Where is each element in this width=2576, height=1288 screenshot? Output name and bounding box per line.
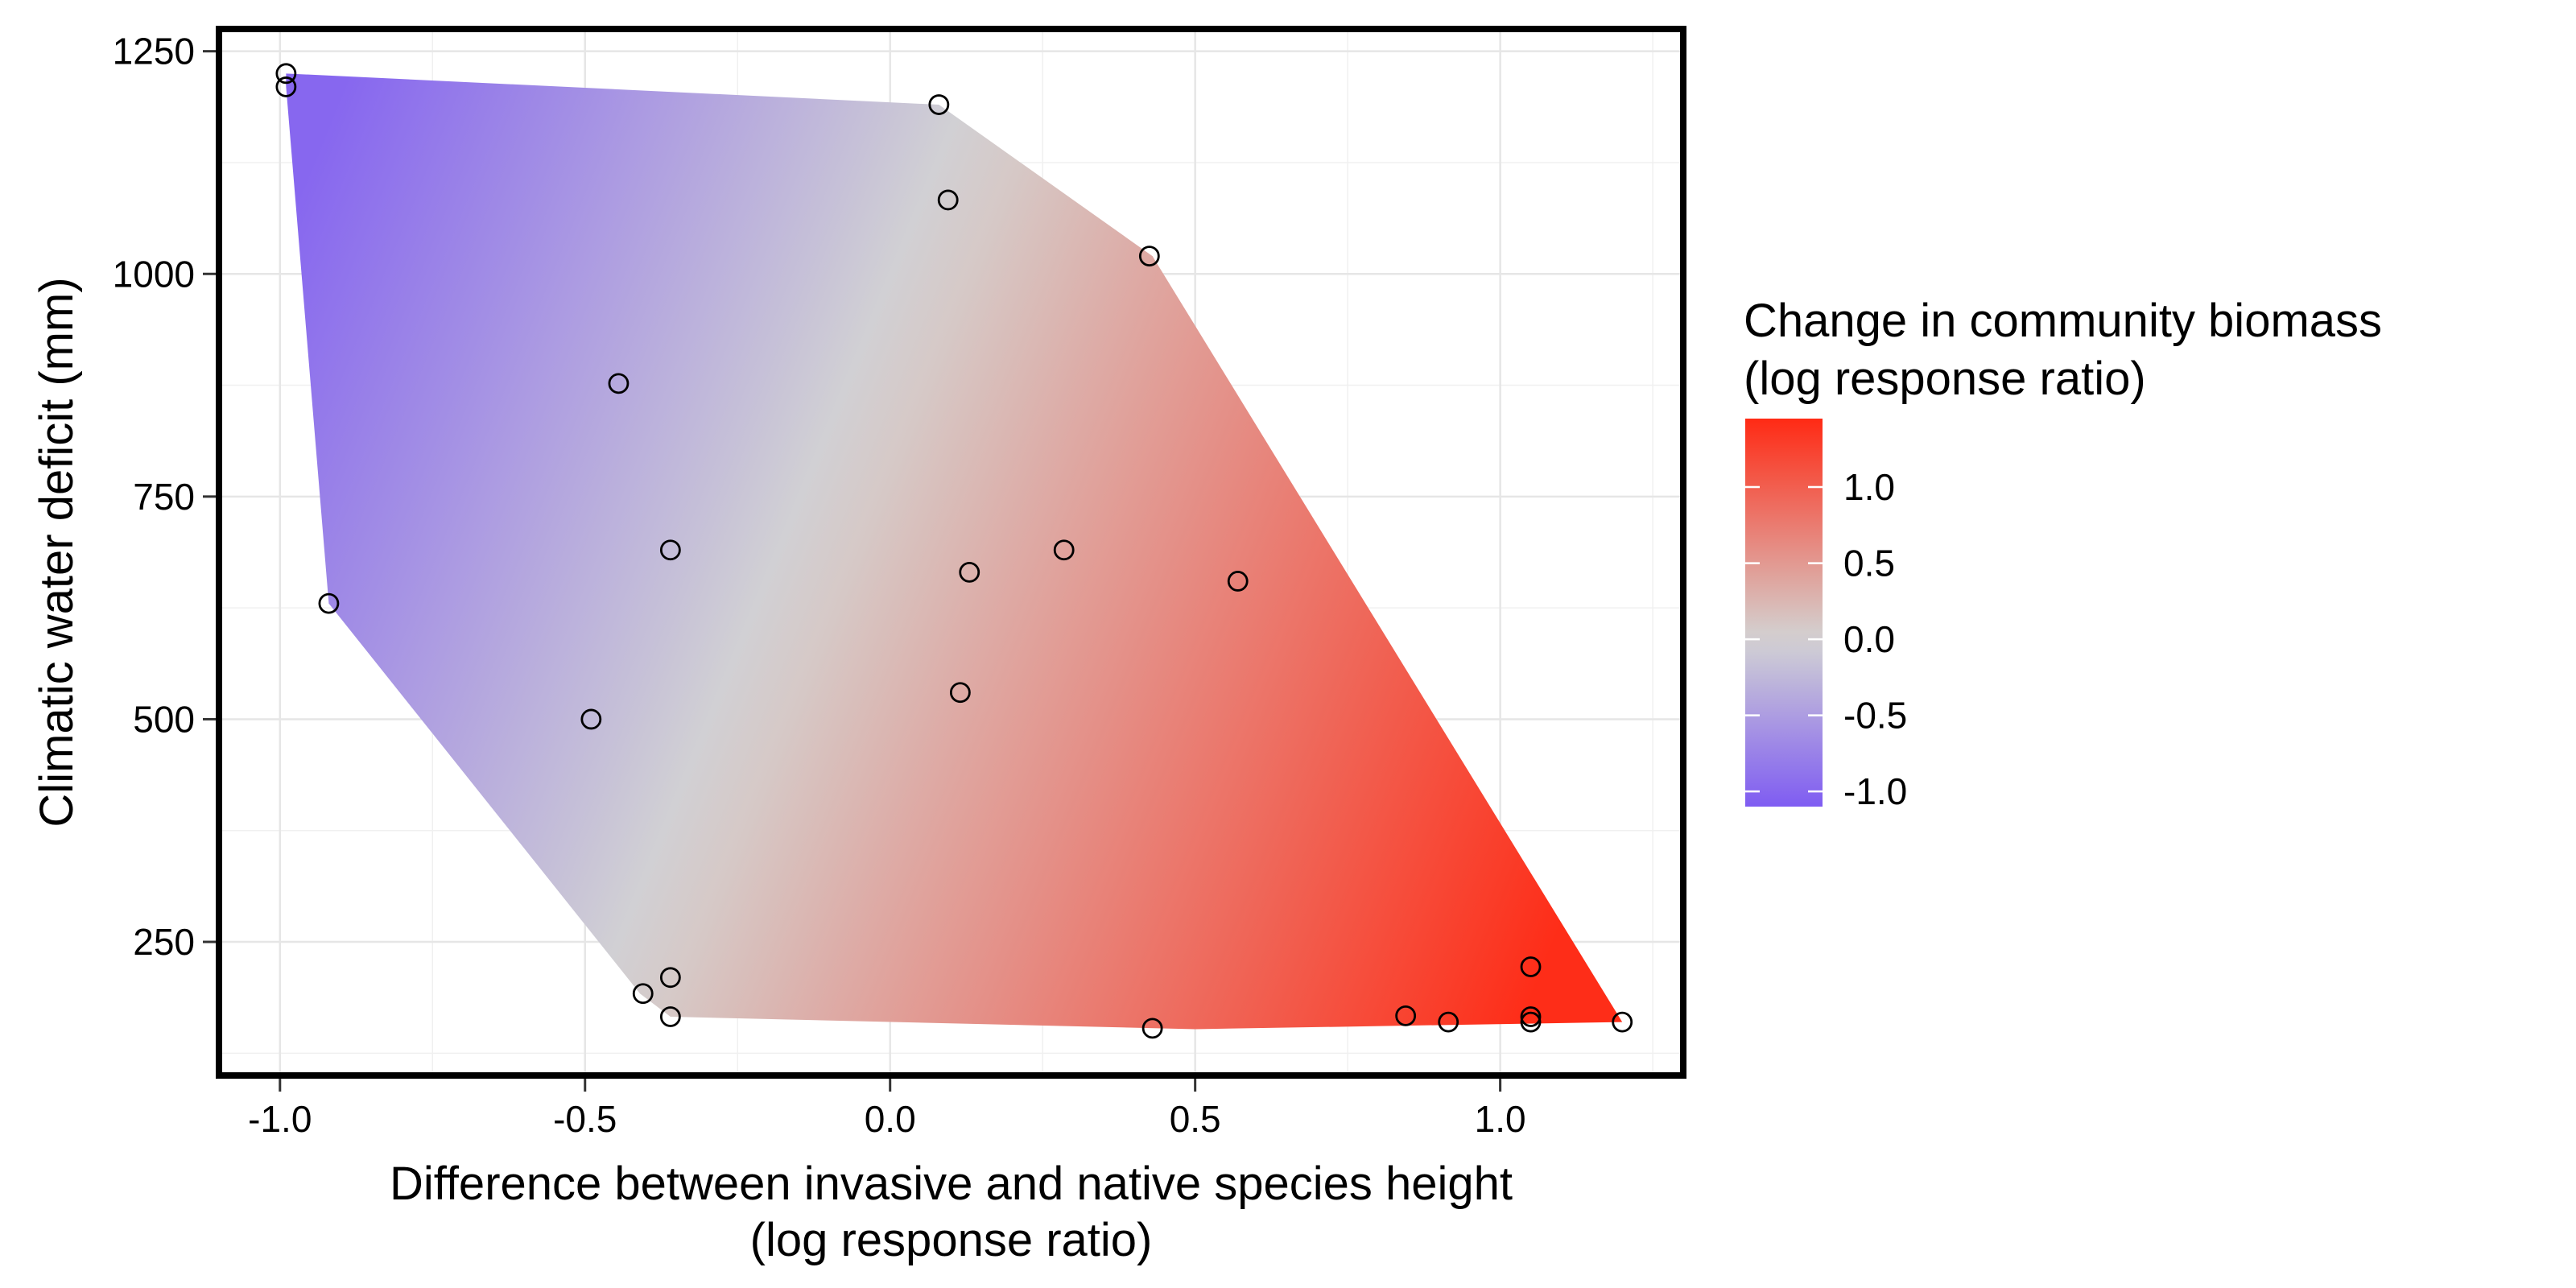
y-tick-label: 750 [133,476,195,518]
interpolated-surface [286,73,1623,1030]
data-point [275,76,297,97]
plot-panel-border [216,26,1686,1079]
y-tick-label: 1250 [113,31,195,72]
data-point [1053,539,1075,561]
y-axis: 250 500 750 1000 1250 [113,31,216,963]
y-tick-label: 1000 [113,253,195,295]
colorbar-tick-label: -1.0 [1843,770,1907,812]
x-axis-title: Difference between invasive and native s… [390,1158,1513,1266]
x-tick-label: 1.0 [1475,1098,1526,1140]
data-point [275,63,297,85]
data-point [1227,571,1249,592]
colorbar [1745,419,1823,807]
data-point [949,682,971,704]
colorbar-tick-label: -0.5 [1843,695,1907,737]
data-point [659,539,681,561]
data-point [1520,956,1542,977]
data-point [937,189,959,211]
data-point [1138,246,1160,267]
y-axis-title-text: Climatic water deficit (mm) [31,277,83,827]
y-tick-label: 500 [133,698,195,740]
data-point [959,561,980,583]
data-point [1520,1006,1542,1027]
x-tick-label: 0.0 [865,1098,916,1140]
x-tick-label: -1.0 [248,1098,312,1140]
y-tick-label: 250 [133,921,195,963]
data-point [659,1006,681,1027]
points [275,63,1633,1039]
data-point [318,592,340,614]
colorbar-tick-label: 0.0 [1843,618,1895,660]
data-point [1141,1018,1163,1039]
data-point [1520,1011,1542,1033]
data-point [928,94,950,115]
data-point [659,967,681,989]
data-point [608,373,630,394]
legend-title-line: (log response ratio) [1744,353,2146,405]
colorbar-tick-label: 0.5 [1843,543,1895,584]
data-point [632,983,654,1005]
data-point [1395,1005,1417,1026]
y-axis-title: Climatic water deficit (mm) [31,277,83,827]
x-axis: -1.0 -0.5 0.0 0.5 1.0 [248,1079,1526,1140]
x-axis-title-line: Difference between invasive and native s… [390,1158,1513,1210]
data-point [1612,1011,1633,1033]
colorbar-tick-label: 1.0 [1843,466,1895,508]
data-point [1438,1011,1459,1033]
x-axis-title-line: (log response ratio) [750,1214,1153,1266]
surface [286,73,1623,1030]
x-tick-label: 0.5 [1170,1098,1221,1140]
legend: Change in community biomass (log response… [1744,295,2382,812]
legend-title-line: Change in community biomass [1744,295,2382,347]
x-tick-label: -0.5 [553,1098,617,1140]
data-point [580,708,602,730]
